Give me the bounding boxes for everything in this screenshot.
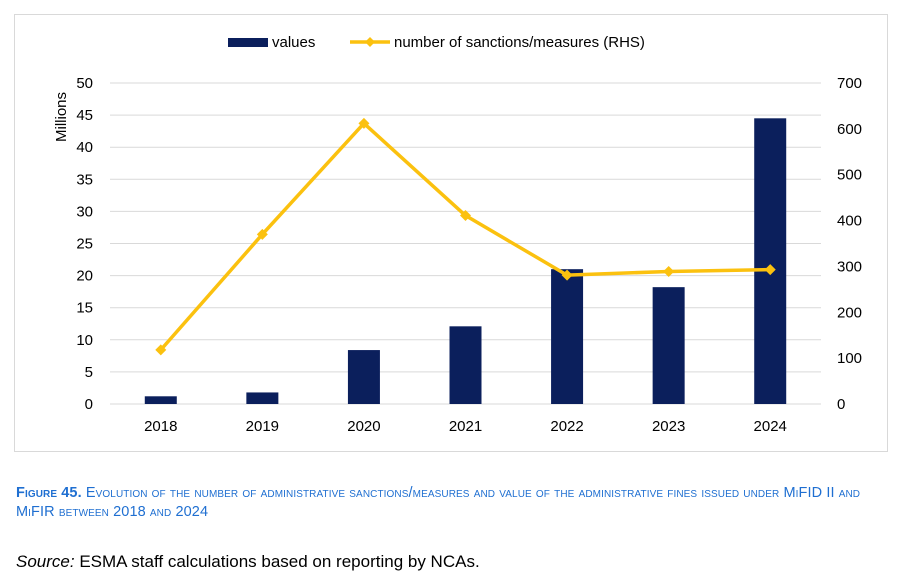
legend-label-line: number of sanctions/measures (RHS) (394, 34, 645, 51)
figure-label: Figure 45. (16, 485, 82, 501)
bar (347, 350, 380, 404)
y2-tick-label: 700 (837, 75, 862, 92)
y2-tick-label: 500 (837, 167, 862, 184)
line-marker (358, 117, 370, 129)
line-marker (663, 265, 675, 277)
bar (144, 396, 177, 404)
figure-caption: Figure 45. Evolution of the number of ad… (16, 484, 892, 522)
chart: 0510152025303540455001002003004005006007… (53, 34, 862, 435)
bar (754, 118, 787, 404)
y-tick-label: 50 (76, 75, 93, 92)
y2-tick-label: 400 (837, 213, 862, 230)
x-tick-label: 2018 (144, 418, 177, 435)
x-tick-label: 2020 (347, 418, 380, 435)
x-tick-label: 2024 (754, 418, 787, 435)
bar (449, 326, 482, 404)
y-tick-label: 0 (85, 396, 93, 413)
y-tick-label: 25 (76, 236, 93, 253)
y-tick-label: 5 (85, 364, 93, 381)
bar (652, 287, 685, 404)
line-marker (460, 210, 471, 222)
line-marker (256, 228, 268, 240)
source-text: ESMA staff calculations based on reporti… (79, 552, 480, 571)
y-axis-label: Millions (53, 92, 70, 142)
y-tick-label: 35 (76, 171, 93, 188)
figure-title: Evolution of the number of administrativ… (16, 485, 861, 520)
bar (246, 392, 279, 404)
y2-tick-label: 100 (837, 350, 862, 367)
y2-tick-label: 600 (837, 121, 862, 138)
y2-tick-label: 300 (837, 258, 862, 275)
legend-label-values: values (272, 34, 315, 51)
bar (551, 269, 584, 404)
y-tick-label: 30 (76, 203, 93, 220)
legend-swatch-values (228, 38, 268, 47)
x-tick-label: 2019 (246, 418, 279, 435)
y-tick-label: 40 (76, 139, 93, 156)
y2-tick-label: 200 (837, 304, 862, 321)
line-marker (155, 344, 167, 356)
y-tick-label: 45 (76, 107, 93, 124)
x-tick-label: 2022 (550, 418, 583, 435)
y-tick-label: 10 (76, 332, 93, 349)
source-label: Source: (16, 552, 75, 571)
x-tick-label: 2021 (449, 418, 482, 435)
line-marker (764, 264, 776, 276)
source-note: Source: ESMA staff calculations based on… (16, 552, 480, 572)
line-marker (561, 269, 573, 281)
legend-marker-line (365, 37, 375, 47)
chart-frame: 0 5 10 15 20 25 30 35 40 45 50 0 100 200 300 400 500 600 7… (14, 14, 888, 452)
y2-tick-label: 0 (837, 396, 845, 413)
y-tick-label: 15 (76, 300, 93, 317)
y-tick-label: 20 (76, 268, 93, 285)
x-tick-label: 2023 (652, 418, 685, 435)
